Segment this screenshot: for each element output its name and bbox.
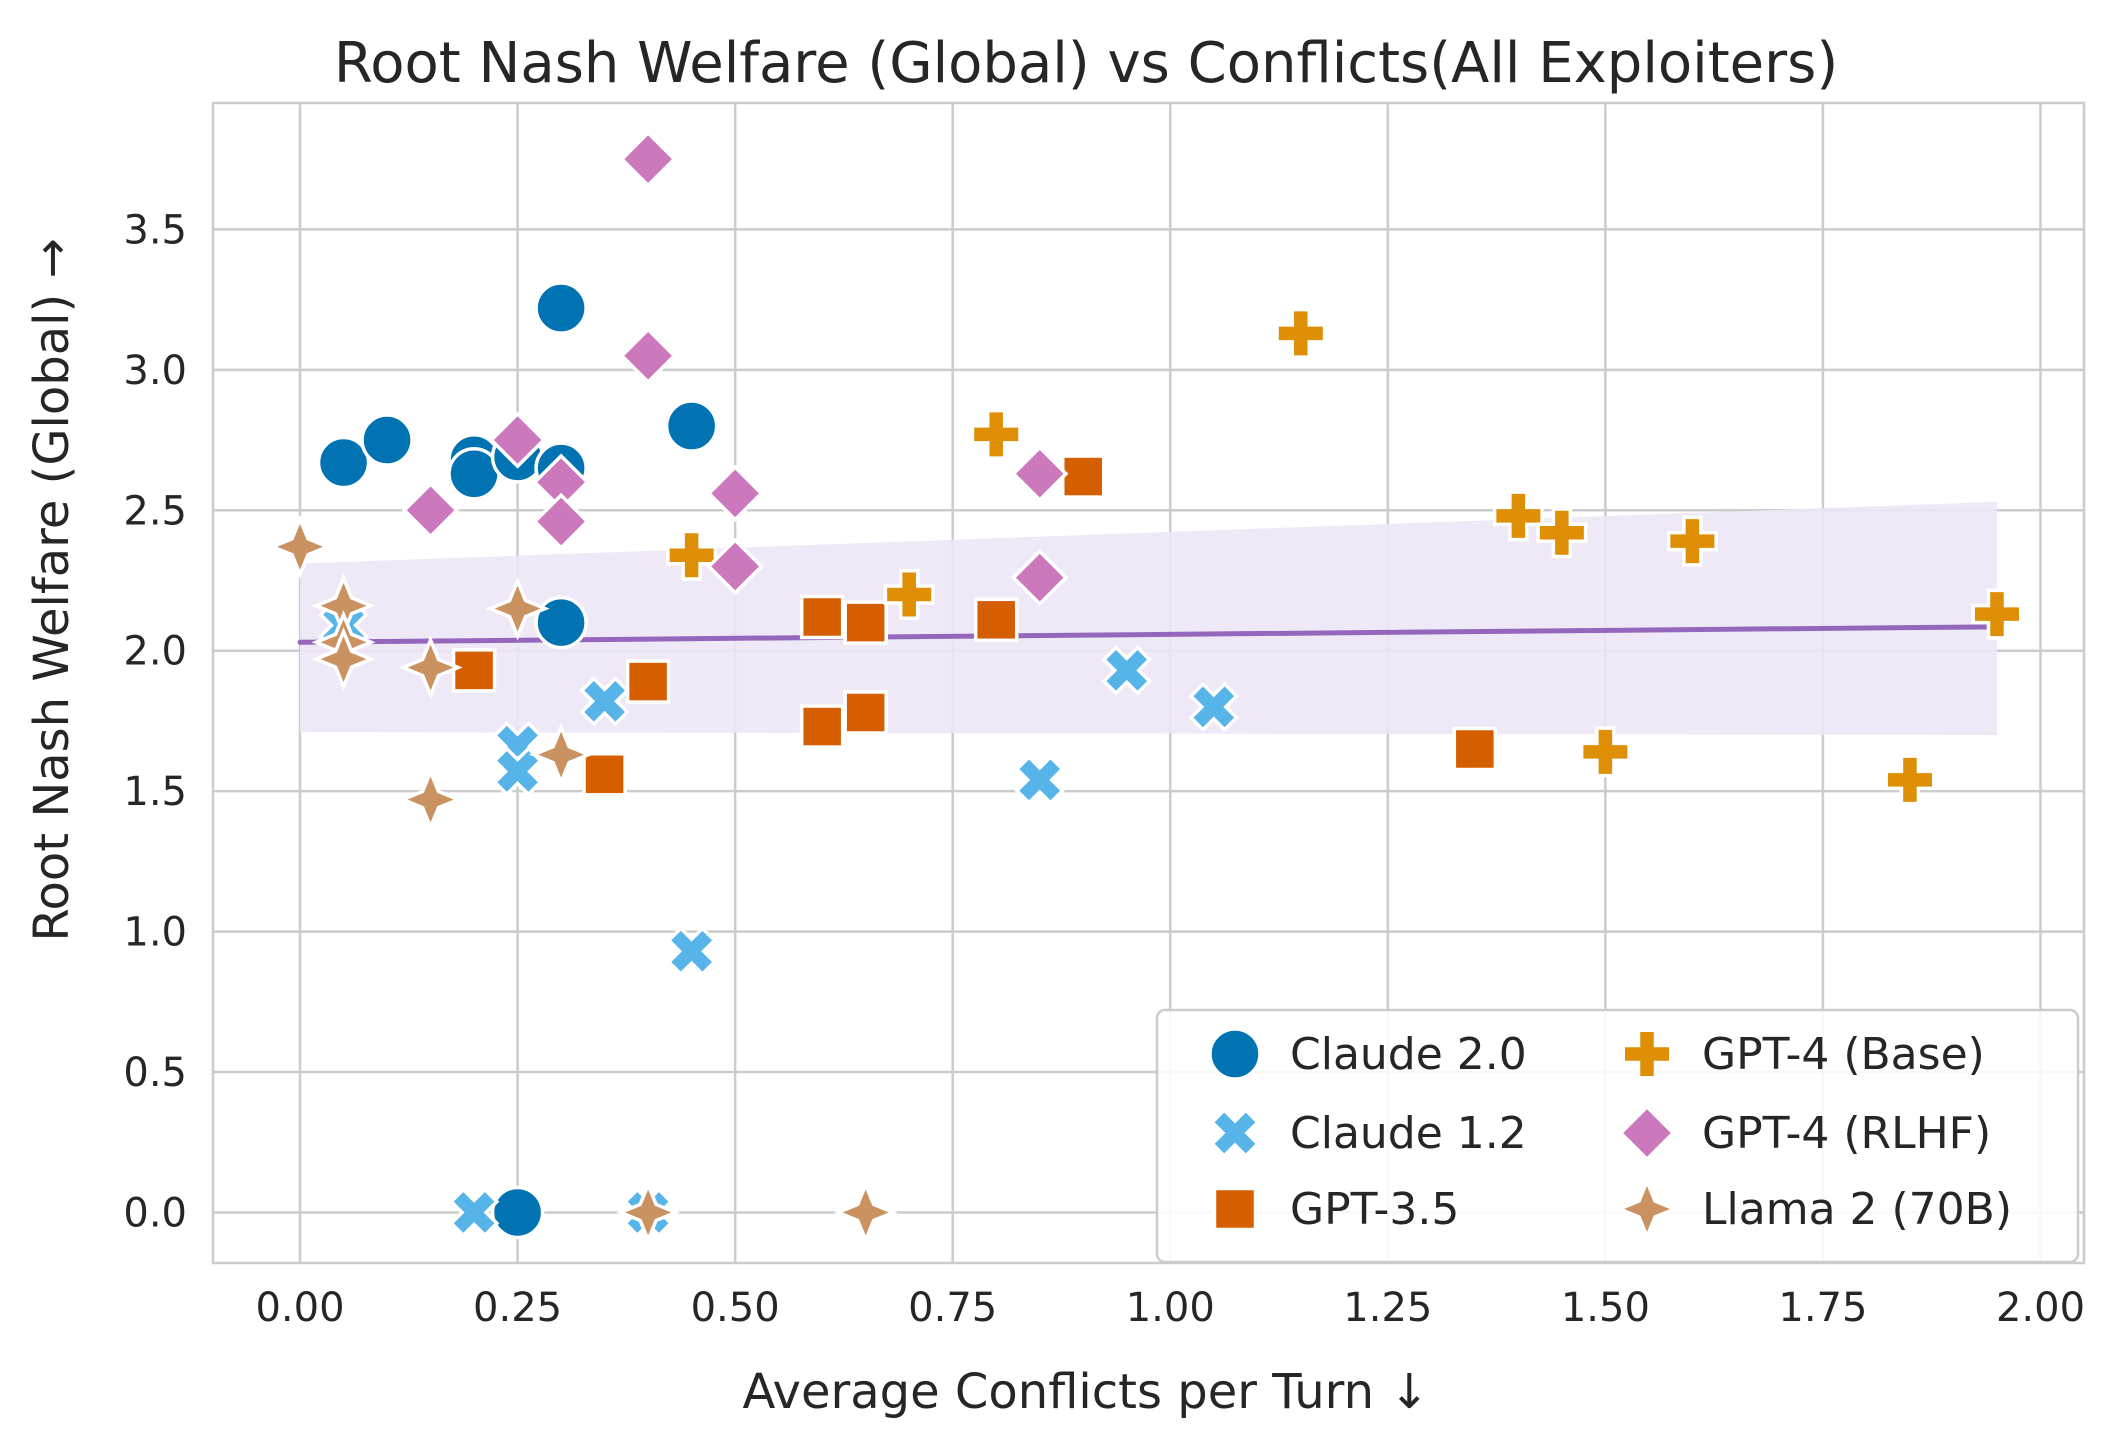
data-point-claude-2-0 [490, 1185, 545, 1240]
x-tick-label: 1.00 [1126, 1285, 1215, 1331]
series-gpt-4-base [666, 307, 2023, 806]
x-tick-labels: 0.00 0.25 0.50 0.75 1.00 1.25 1.50 1.75 2.00 [255, 1285, 2085, 1331]
data-point-gpt-3-5 [843, 600, 888, 645]
data-point-llama-2-70b [485, 576, 550, 641]
x-tick-label: 1.25 [1343, 1285, 1432, 1331]
x-tick-label: 0.50 [691, 1285, 780, 1331]
data-point-gpt-4-rlhf [532, 492, 590, 551]
data-point-gpt-4-rlhf [401, 481, 460, 539]
data-point-llama-2-70b [311, 627, 376, 692]
y-tick-label: 0.5 [123, 1050, 187, 1096]
data-point-claude-2-0 [534, 281, 588, 335]
data-point-gpt-4-base [1971, 588, 2023, 640]
x-tick-label: 1.50 [1561, 1285, 1650, 1331]
data-point-llama-2-70b [833, 1180, 898, 1245]
data-point-claude-2-0 [316, 435, 371, 490]
data-point-llama-2-70b [528, 722, 594, 787]
data-point-gpt-4-rlhf [619, 327, 677, 385]
series-gpt-4-rlhf [401, 130, 1069, 607]
data-point-claude-2-0 [534, 595, 588, 650]
data-point-claude-1-2 [1014, 754, 1066, 806]
legend-marker-gpt-4-base [1621, 1028, 1673, 1080]
series-claude-2-0 [316, 281, 719, 1240]
data-point-gpt-3-5 [451, 648, 497, 693]
legend-marker-claude-2-0 [1208, 1027, 1262, 1081]
data-point-gpt-4-rlhf [1010, 548, 1069, 607]
data-point-gpt-3-5 [843, 690, 888, 735]
data-point-gpt-4-base [1275, 307, 1327, 359]
data-point-claude-1-2 [492, 746, 543, 797]
data-point-gpt-4-rlhf [706, 464, 764, 523]
y-axis-label: Root Nash Welfare (Global) → [24, 238, 80, 941]
regression-line [297, 624, 2000, 645]
series-gpt-3-5 [451, 454, 1498, 797]
data-point-gpt-4-base [970, 408, 1022, 460]
data-point-gpt-4-base [1666, 515, 1718, 567]
y-tick-label: 0.0 [123, 1190, 187, 1236]
data-point-gpt-4-base [1579, 726, 1631, 778]
data-point-claude-1-2 [448, 1187, 500, 1238]
data-point-claude-1-2 [579, 675, 630, 727]
data-point-gpt-3-5 [799, 704, 845, 749]
data-point-claude-2-0 [664, 399, 719, 453]
legend-label-gpt-4-base: GPT-4 (Base) [1702, 1029, 1985, 1080]
data-point-gpt-3-5 [1452, 726, 1498, 772]
data-point-gpt-4-rlhf [488, 411, 547, 469]
legend-label-claude-2-0: Claude 2.0 [1290, 1029, 1527, 1080]
legend-marker-gpt-3-5 [1212, 1186, 1258, 1232]
axes-frame [211, 101, 2086, 1265]
x-tick-label: 1.75 [1778, 1285, 1867, 1331]
data-point-claude-1-2 [1101, 645, 1153, 696]
x-tick-label: 2.00 [1996, 1285, 2085, 1331]
data-point-claude-1-2 [666, 925, 717, 977]
data-point-gpt-4-rlhf [1010, 445, 1069, 503]
y-tick-label: 1.5 [123, 769, 187, 815]
y-tick-label: 3.5 [123, 207, 187, 253]
data-point-claude-2-0 [360, 413, 414, 467]
legend-marker-llama-2-70b [1614, 1176, 1680, 1242]
legend-label-gpt-4-rlhf: GPT-4 (RLHF) [1702, 1108, 1991, 1159]
y-tick-label: 2.0 [123, 629, 187, 675]
data-point-gpt-4-rlhf [706, 537, 764, 596]
x-tick-label: 0.75 [908, 1285, 997, 1331]
legend-box [1155, 1008, 2080, 1264]
legend: Claude 2.0 Claude 1.2 GPT-3.5 GPT-4 (Base) G… [1155, 1008, 2080, 1264]
data-point-gpt-4-base [883, 569, 935, 621]
data-point-llama-2-70b [267, 514, 333, 579]
chart-title: Root Nash Welfare (Global) vs Conflicts(… [334, 31, 1838, 96]
data-point-gpt-4-rlhf [619, 130, 677, 188]
legend-marker-gpt-4-rlhf [1618, 1104, 1676, 1162]
legend-label-gpt-3-5: GPT-3.5 [1290, 1184, 1459, 1235]
x-axis-label: Average Conflicts per Turn ↓ [743, 1364, 1430, 1420]
data-point-gpt-4-base [666, 529, 718, 581]
data-point-llama-2-70b [398, 767, 463, 832]
data-point-gpt-3-5 [582, 752, 627, 797]
y-tick-label: 1.0 [123, 910, 187, 956]
data-point-gpt-3-5 [799, 594, 845, 640]
data-points [267, 130, 2023, 1245]
data-point-gpt-4-base [1536, 507, 1588, 559]
series-claude-1-2 [318, 600, 1240, 1238]
y-tick-labels: 0.0 0.5 1.0 1.5 2.0 2.5 3.0 3.5 [123, 207, 187, 1236]
data-point-gpt-3-5 [973, 597, 1019, 643]
data-point-gpt-4-base [1492, 490, 1544, 542]
data-point-llama-2-70b [398, 635, 463, 700]
trendline [297, 624, 2000, 645]
data-point-gpt-3-5 [625, 659, 671, 704]
data-point-claude-1-2 [1188, 681, 1240, 733]
x-tick-label: 0.25 [473, 1285, 562, 1331]
legend-label-llama-2-70b: Llama 2 (70B) [1702, 1184, 2012, 1235]
y-tick-label: 2.5 [123, 488, 187, 534]
y-tick-label: 3.0 [123, 348, 187, 394]
data-point-gpt-3-5 [1060, 454, 1106, 499]
data-point-gpt-4-base [1884, 754, 1936, 806]
data-point-llama-2-70b [616, 1180, 681, 1245]
legend-label-claude-1-2: Claude 1.2 [1290, 1108, 1527, 1159]
series-llama-2-70b [267, 514, 898, 1245]
x-tick-label: 0.00 [255, 1285, 344, 1331]
legend-marker-claude-1-2 [1209, 1107, 1261, 1159]
